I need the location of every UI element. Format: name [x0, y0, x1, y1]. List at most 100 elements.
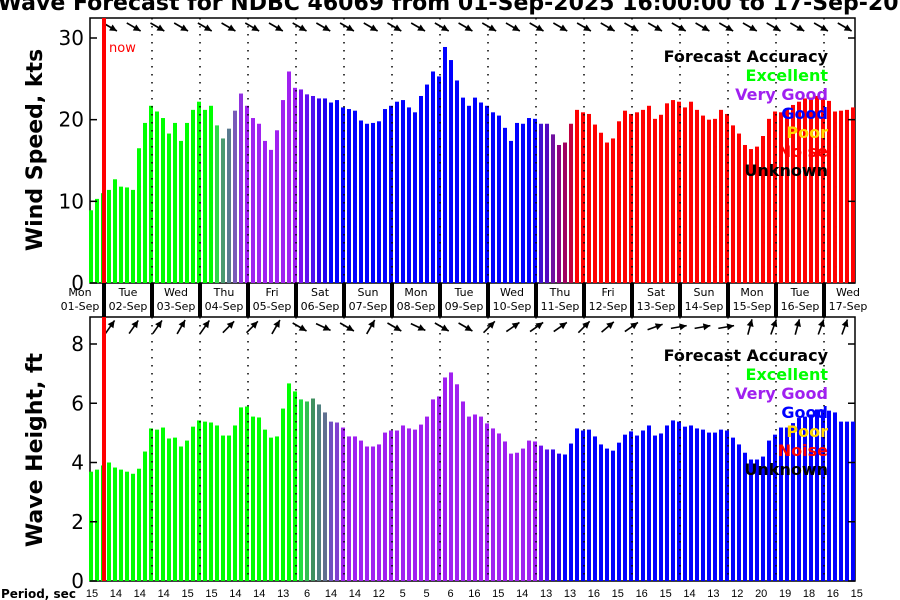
wave-bar	[113, 467, 117, 581]
wave-bar	[299, 399, 303, 581]
arrow-head	[630, 24, 639, 31]
wind-bar	[701, 115, 705, 283]
arrow-head	[250, 321, 258, 329]
period-value: 6	[447, 588, 453, 600]
wave-bar	[269, 437, 273, 581]
wind-bar	[299, 89, 303, 283]
wave-bar	[209, 422, 213, 581]
wind-bar	[347, 109, 351, 283]
wind-bar	[161, 118, 165, 284]
wave-bar	[557, 453, 561, 581]
arrow-head	[298, 24, 307, 31]
wind-bar	[809, 97, 813, 283]
wave-bar	[365, 446, 369, 581]
wind-bar	[407, 107, 411, 284]
wave-bar	[311, 398, 315, 581]
wave-bar	[257, 417, 261, 581]
wind-y-tick-label: 20	[59, 108, 84, 132]
wave-direction-arrow-icon	[410, 322, 426, 332]
wave-bar	[449, 372, 453, 581]
wind-bar	[215, 125, 219, 283]
day-date-label: 05-Sep	[253, 300, 292, 313]
day-date-label: 16-Sep	[781, 300, 820, 313]
period-value: 14	[516, 588, 528, 600]
wave-bar	[359, 440, 363, 581]
day-date-label: 17-Sep	[829, 300, 868, 313]
wind-bar	[137, 148, 141, 283]
wind-direction-arrow-icon	[742, 22, 758, 32]
wave-bar	[125, 471, 129, 581]
wave-bar	[677, 421, 681, 581]
wave-bar	[431, 399, 435, 581]
wind-bar	[839, 110, 843, 283]
wind-bar	[383, 109, 387, 283]
wave-bar	[263, 429, 267, 581]
wind-bar	[497, 115, 501, 283]
wind-bar	[329, 102, 333, 284]
day-separator	[822, 283, 826, 317]
day-name-label: Fri	[265, 286, 278, 299]
arrow-head	[107, 320, 115, 329]
wave-bar	[623, 434, 627, 581]
day-date-label: 10-Sep	[493, 300, 532, 313]
wind-bar	[683, 107, 687, 284]
wind-bar	[203, 109, 207, 283]
period-value: 16	[827, 588, 839, 600]
period-value: 14	[349, 588, 361, 600]
wave-bar	[275, 436, 279, 581]
day-name-label: Tue	[118, 286, 138, 299]
period-value: 15	[205, 588, 217, 600]
period-value: 18	[803, 588, 815, 600]
arrow-head	[487, 321, 495, 329]
wind-direction-arrow-icon	[718, 22, 734, 32]
arrow-head	[155, 320, 162, 329]
day-date-label: 03-Sep	[157, 300, 196, 313]
wind-bar	[425, 84, 429, 283]
wind-direction-arrow-icon	[789, 22, 805, 32]
legend-item-noise: Noise	[778, 142, 828, 161]
wave-bar	[725, 430, 729, 581]
wave-bar	[497, 433, 501, 581]
wind-bar	[461, 97, 465, 283]
wind-direction-arrow-icon	[600, 22, 616, 32]
day-name-label: Tue	[790, 286, 810, 299]
wind-bar	[155, 111, 159, 283]
wind-bar	[143, 122, 147, 283]
day-date-label: 13-Sep	[637, 300, 676, 313]
arrow-head	[109, 24, 117, 31]
arrow-head	[131, 320, 139, 329]
wind-direction-arrow-icon	[387, 22, 402, 32]
period-value: 12	[731, 588, 743, 600]
day-separator	[582, 283, 586, 317]
day-separator	[438, 283, 442, 317]
arrow-head	[559, 322, 567, 330]
wave-bar	[503, 441, 507, 581]
wind-bar	[803, 98, 807, 283]
wind-bar	[521, 123, 525, 283]
wind-bar	[713, 118, 717, 283]
wind-bar	[263, 140, 267, 283]
arrow-head	[654, 24, 663, 31]
wave-direction-arrow-icon	[152, 319, 163, 335]
wave-bar	[839, 421, 843, 581]
period-value: 15	[492, 588, 504, 600]
wave-direction-arrow-icon	[104, 319, 116, 335]
wind-bar	[413, 112, 417, 283]
wave-bar	[137, 468, 141, 581]
wave-bar	[581, 430, 585, 581]
day-separator	[534, 283, 538, 317]
wave-bar	[443, 377, 447, 581]
day-label-strip: Mon01-SepTue02-SepWed03-SepThu04-SepFri0…	[61, 283, 868, 317]
wave-bar	[791, 423, 795, 581]
wave-bar	[683, 426, 687, 581]
arrow-head	[226, 321, 235, 329]
arrow-head	[346, 324, 354, 331]
wave-bar	[149, 428, 153, 581]
wind-bar	[455, 80, 459, 283]
period-value: 5	[400, 588, 406, 600]
wave-bar	[779, 427, 783, 581]
wave-bar	[245, 406, 249, 581]
period-value: 15	[181, 588, 193, 600]
wind-bar	[641, 109, 645, 283]
wave-bar	[815, 409, 819, 581]
